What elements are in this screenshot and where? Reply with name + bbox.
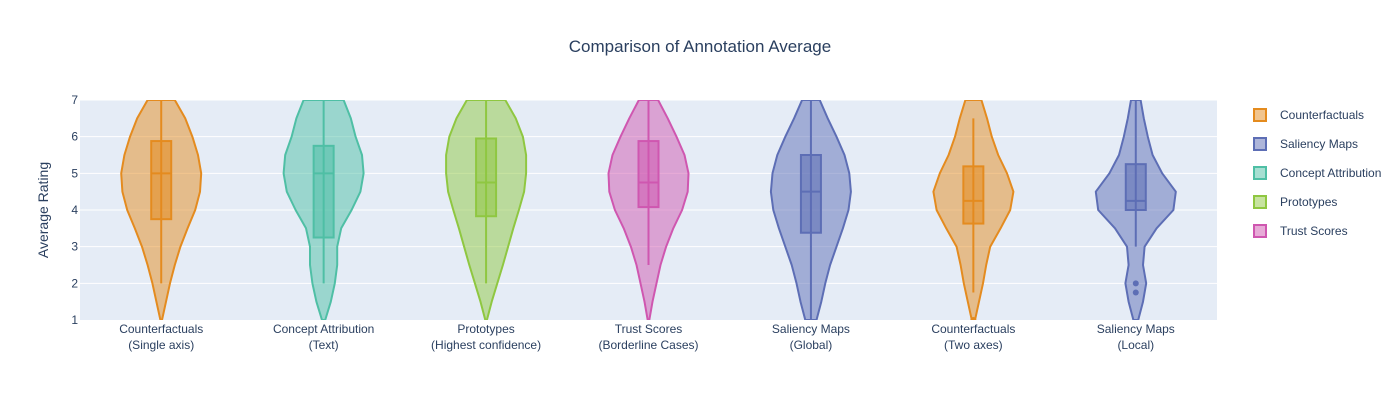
x-tick-label: Saliency Maps [1097, 322, 1175, 336]
legend-item: Saliency Maps [1253, 137, 1358, 151]
x-tick-sublabel: (Single axis) [128, 338, 194, 352]
x-tick-label: Trust Scores [615, 322, 683, 336]
legend-item: Trust Scores [1253, 224, 1348, 238]
violin-2 [445, 100, 528, 320]
x-tick-labels: Counterfactuals (Single axis) Concept Attr… [119, 322, 1175, 352]
y-tick-label: 2 [71, 276, 78, 290]
outlier-point [1132, 289, 1139, 296]
legend-label: Counterfactuals [1280, 108, 1364, 122]
violin-0 [120, 100, 203, 320]
x-tick-label: Saliency Maps [772, 322, 850, 336]
legend-swatch [1253, 166, 1267, 180]
violins [120, 100, 1177, 320]
violin-box [475, 137, 498, 218]
legend-item: Prototypes [1253, 195, 1337, 209]
violin-box [962, 165, 985, 225]
x-tick-sublabel: (Borderline Cases) [598, 338, 698, 352]
legend-swatch [1253, 224, 1267, 238]
x-tick-sublabel: (Local) [1117, 338, 1154, 352]
x-tick-sublabel: (Highest confidence) [431, 338, 541, 352]
legend-label: Saliency Maps [1280, 137, 1358, 151]
legend-swatch [1253, 195, 1267, 209]
x-tick-sublabel: (Text) [309, 338, 339, 352]
legend-label: Trust Scores [1280, 224, 1348, 238]
legend-swatch [1253, 108, 1267, 122]
legend-item: Concept Attribution [1253, 166, 1381, 180]
violin-box [312, 144, 335, 239]
y-tick-label: 5 [71, 166, 78, 180]
legend-label: Prototypes [1280, 195, 1337, 209]
y-tick-labels: 1 2 3 4 5 6 7 [71, 93, 78, 327]
x-tick-label: Counterfactuals [931, 322, 1015, 336]
x-tick-label: Counterfactuals [119, 322, 203, 336]
violin-1 [282, 100, 365, 320]
violin-box [799, 154, 822, 234]
outlier-point [970, 317, 977, 320]
violin-box [637, 140, 660, 209]
y-tick-label: 7 [71, 93, 78, 107]
y-tick-label: 1 [71, 313, 78, 327]
x-tick-label: Prototypes [457, 322, 514, 336]
x-tick-sublabel: (Two axes) [944, 338, 1003, 352]
x-tick-sublabel: (Global) [790, 338, 833, 352]
y-tick-label: 6 [71, 130, 78, 144]
y-tick-label: 3 [71, 240, 78, 254]
chart-title: Comparison of Annotation Average [569, 37, 831, 56]
x-tick-label: Concept Attribution [273, 322, 374, 336]
violin-6 [1094, 100, 1177, 320]
y-tick-label: 4 [71, 203, 78, 217]
outlier-point [1132, 280, 1139, 287]
violin-3 [607, 100, 690, 320]
violin-box [150, 140, 173, 221]
legend-swatch [1253, 137, 1267, 151]
legend-label: Concept Attribution [1280, 166, 1381, 180]
y-axis-title: Average Rating [35, 162, 51, 258]
legend-item: Counterfactuals [1253, 108, 1364, 122]
violin-4 [769, 100, 852, 320]
violin-5 [932, 100, 1015, 320]
violin-box [1124, 163, 1147, 212]
legend: Counterfactuals Saliency Maps Concept Attr… [1253, 108, 1381, 238]
